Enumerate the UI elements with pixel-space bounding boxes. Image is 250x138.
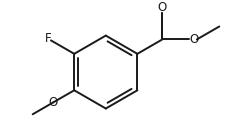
Text: F: F (45, 32, 52, 45)
Text: O: O (49, 96, 58, 109)
Text: O: O (189, 33, 198, 46)
Text: O: O (158, 1, 167, 14)
